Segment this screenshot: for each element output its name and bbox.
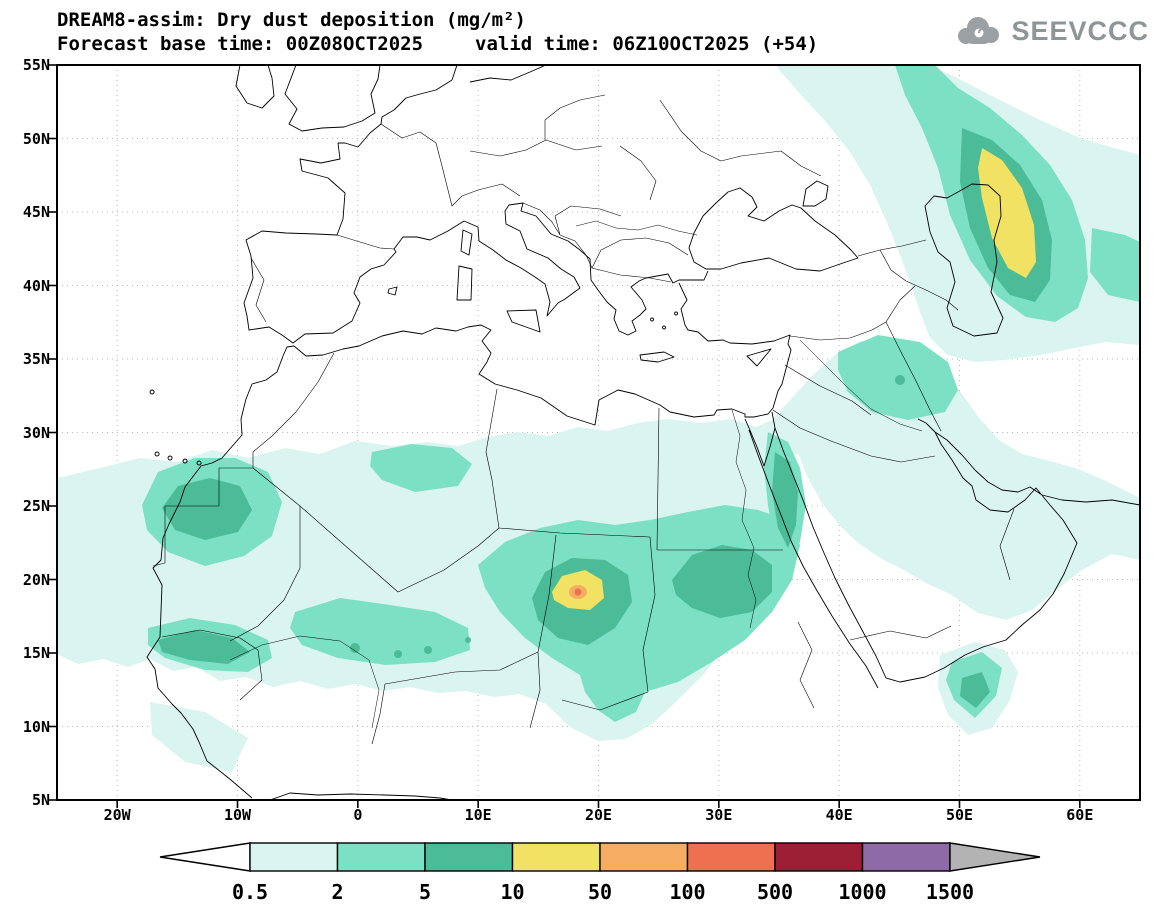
header: DREAM8-assim: Dry dust deposition (mg/m²…	[57, 8, 818, 56]
colorbar-label: 0.5	[232, 880, 268, 904]
coastlines	[146, 65, 1140, 800]
colorbar-label: 500	[757, 880, 793, 904]
lon-label: 10W	[223, 806, 252, 824]
colorbar-label: 50	[588, 880, 612, 904]
lat-label: 20N	[22, 570, 50, 589]
forecast-times: Forecast base time: 00Z08OCT2025 valid ti…	[57, 32, 818, 56]
page-title: DREAM8-assim: Dry dust deposition (mg/m²…	[57, 9, 526, 31]
lon-label: 20W	[103, 806, 131, 824]
lon-label: 20E	[584, 806, 613, 824]
dust-level-100-500	[574, 588, 582, 596]
colorbar-segment	[686, 842, 776, 872]
seevccc-logo: SEEVCCC	[953, 14, 1149, 48]
colorbar-left-arrow	[159, 842, 251, 872]
colorbar-label: 10	[500, 880, 524, 904]
country-borders	[152, 94, 1015, 745]
colorbar-segment	[249, 842, 339, 872]
lon-label: 10E	[464, 806, 492, 824]
colorbar-segment	[511, 842, 601, 872]
lon-label: 50E	[945, 806, 974, 824]
colorbar-label: 1000	[838, 880, 886, 904]
colorbar-label: 5	[419, 880, 431, 904]
lat-label: 30N	[22, 423, 50, 442]
lon-label: 30E	[705, 806, 733, 824]
base-time-label: Forecast base time: 00Z08OCT2025	[57, 33, 424, 55]
valid-time-label: valid time: 06Z10OCT2025 (+54)	[475, 33, 819, 55]
lat-label: 5N	[31, 791, 50, 809]
colorbar-segment	[599, 842, 689, 872]
colorbar: 0.5 2 5 10 50 100 500 1000 1500	[0, 835, 1165, 907]
lat-label: 40N	[22, 276, 50, 295]
colorbar-segment	[336, 842, 426, 872]
lat-label: 45N	[22, 203, 50, 221]
lon-label: 60E	[1066, 806, 1094, 824]
colorbar-label: 2	[331, 880, 343, 904]
colorbar-label: 1500	[926, 880, 974, 904]
lat-label: 35N	[22, 350, 50, 368]
colorbar-segment	[861, 842, 951, 872]
map	[49, 64, 1141, 808]
lat-label: 15N	[22, 644, 50, 662]
lon-label: 40E	[825, 806, 853, 824]
colorbar-segment	[774, 842, 864, 872]
lat-label: 10N	[22, 717, 50, 736]
lat-label: 55N	[22, 56, 50, 74]
colorbar-segment	[424, 842, 514, 872]
colorbar-label: 100	[669, 880, 705, 904]
lat-label: 50N	[22, 129, 50, 148]
lat-label: 25N	[22, 497, 50, 515]
lon-label: 0	[353, 806, 363, 824]
axis-ticks	[49, 64, 1081, 808]
colorbar-right-arrow	[949, 842, 1041, 872]
map-frame	[56, 64, 1141, 801]
dust-contours	[57, 65, 1140, 772]
logo-text: SEEVCCC	[1011, 15, 1149, 46]
cloud-icon	[958, 17, 1000, 44]
